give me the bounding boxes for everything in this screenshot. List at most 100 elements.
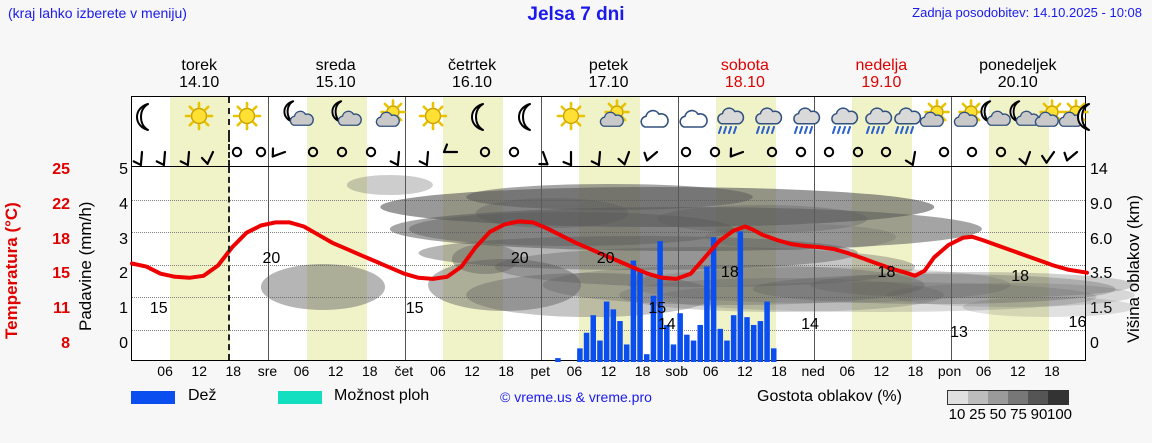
time-tick: pet bbox=[530, 363, 551, 379]
wind-barb-icon bbox=[413, 136, 443, 167]
wind-calm-icon bbox=[246, 136, 276, 166]
cloud-density-title: Gostota oblakov (%) bbox=[757, 388, 902, 405]
temperature-value-label: 18 bbox=[720, 264, 739, 281]
day-header-sobota: sobota 18.10 bbox=[675, 57, 815, 92]
day-separator bbox=[541, 97, 543, 136]
wind-calm-icon bbox=[843, 136, 873, 166]
precipitation-bar bbox=[555, 358, 561, 362]
precipitation-bar bbox=[684, 334, 690, 362]
weather-icon-cloud bbox=[635, 100, 670, 134]
precipitation-bar bbox=[744, 317, 750, 362]
precipitation-tick: 2 bbox=[119, 265, 128, 283]
precipitation-bar bbox=[643, 354, 650, 362]
wind-barb-icon bbox=[642, 136, 672, 166]
cloud-density-blob bbox=[657, 205, 868, 233]
cloud-density-blob bbox=[886, 283, 1135, 307]
cloud-density-scale bbox=[947, 390, 1069, 405]
rain-legend-swatch bbox=[131, 391, 175, 404]
cloud-density-tick: 25 bbox=[969, 406, 986, 423]
daylight-band bbox=[988, 167, 1049, 360]
wind-calm-icon bbox=[757, 136, 787, 166]
weather-icon-sun-cloud bbox=[1056, 99, 1090, 134]
precipitation-tick: 0 bbox=[119, 335, 128, 353]
time-tick: 18 bbox=[634, 363, 651, 379]
daylight-band bbox=[579, 136, 640, 166]
wind-calm-icon bbox=[986, 136, 1016, 166]
wind-barb-icon bbox=[270, 136, 300, 166]
precipitation-bar bbox=[617, 321, 623, 362]
precipitation-bar bbox=[730, 315, 737, 362]
day-date: 16.10 bbox=[452, 74, 493, 91]
wind-barb-icon bbox=[150, 136, 180, 167]
cloud-density-step bbox=[1028, 391, 1048, 404]
temperature-tick: 22 bbox=[52, 195, 70, 213]
day-name: petek bbox=[588, 57, 629, 74]
weather-icon-moon bbox=[1070, 100, 1104, 134]
wind-barb-icon bbox=[198, 136, 228, 166]
day-separator bbox=[268, 136, 270, 166]
day-separator bbox=[950, 136, 952, 166]
current-time-marker bbox=[228, 136, 231, 166]
wind-calm-icon bbox=[700, 136, 730, 166]
temperature-tick: 25 bbox=[52, 161, 70, 178]
wind-barb-icon bbox=[174, 136, 204, 167]
day-separator bbox=[950, 97, 952, 136]
weather-icon-sun bbox=[230, 100, 264, 134]
temperature-value-label: 14 bbox=[657, 316, 676, 333]
day-name: sobota bbox=[720, 57, 769, 74]
precipitation-bar bbox=[657, 241, 663, 362]
precipitation-tick: 5 bbox=[119, 161, 128, 178]
cloud-density-blob bbox=[260, 264, 386, 310]
time-tick: pon bbox=[937, 363, 962, 379]
current-time-marker bbox=[228, 97, 231, 136]
temperature-tick: 15 bbox=[52, 265, 70, 283]
precipitation-axis-title: Padavine (mm/h) bbox=[76, 201, 95, 331]
precipitation-bar bbox=[664, 324, 670, 362]
weather-icon-moon bbox=[129, 100, 163, 134]
copyright-notice[interactable]: © vreme.us & vreme.pro bbox=[500, 389, 652, 405]
weather-icon-sun bbox=[554, 100, 588, 134]
temperature-value-label: 18 bbox=[1011, 268, 1030, 285]
cloud-density-tick: 75 bbox=[1010, 406, 1027, 423]
cloud-density-step bbox=[1048, 391, 1068, 404]
horizontal-gridline bbox=[132, 297, 1085, 298]
cloudheight-tick: 6.0 bbox=[1090, 230, 1113, 248]
weather-icon-rain bbox=[750, 100, 784, 134]
day-separator bbox=[268, 97, 270, 136]
wind-calm-icon bbox=[327, 136, 357, 166]
precipitation-bar bbox=[670, 344, 677, 362]
cloudheight-tick-labels: 14 9.0 6.0 3.5 1.5 0 bbox=[1090, 160, 1124, 375]
weather-icon-rain bbox=[826, 100, 860, 134]
showers-legend-label: Možnost ploh bbox=[334, 387, 430, 404]
cloud-density-blob bbox=[418, 236, 858, 270]
current-time-marker bbox=[228, 167, 231, 360]
day-name: nedelja bbox=[855, 57, 908, 74]
time-tick: ned bbox=[801, 363, 825, 379]
wind-barb-icon bbox=[1039, 136, 1069, 166]
temperature-value-label: 20 bbox=[262, 250, 281, 267]
day-header-sreda: sreda 15.10 bbox=[266, 57, 406, 92]
wind-calm-icon bbox=[671, 136, 701, 166]
day-header-četrtek: četrtek 16.10 bbox=[402, 57, 542, 92]
wind-calm-icon bbox=[929, 136, 959, 166]
cloud-density-blob bbox=[346, 175, 433, 195]
wind-calm-icon bbox=[786, 136, 816, 166]
weather-icon-rain bbox=[889, 100, 923, 134]
day-header-nedelja: nedelja 19.10 bbox=[811, 57, 951, 92]
day-separator bbox=[404, 97, 406, 136]
precipitation-bar bbox=[677, 313, 683, 362]
time-tick: 12 bbox=[327, 363, 344, 379]
wind-calm-icon bbox=[499, 136, 529, 166]
time-tick: čet bbox=[394, 363, 414, 379]
temperature-value-label: 13 bbox=[950, 324, 968, 341]
wind-calm-icon bbox=[871, 136, 901, 166]
time-tick: 12 bbox=[873, 363, 890, 379]
location-note: (kraj lahko izberete v meniju) bbox=[8, 5, 187, 21]
day-date: 14.10 bbox=[179, 74, 220, 91]
weather-icon-rain bbox=[712, 100, 746, 134]
temperature-tick: 11 bbox=[53, 300, 70, 318]
cloudheight-tick: 3.5 bbox=[1090, 265, 1113, 283]
day-separator bbox=[404, 136, 406, 166]
day-separator bbox=[404, 167, 406, 360]
precipitation-bar bbox=[630, 260, 637, 362]
